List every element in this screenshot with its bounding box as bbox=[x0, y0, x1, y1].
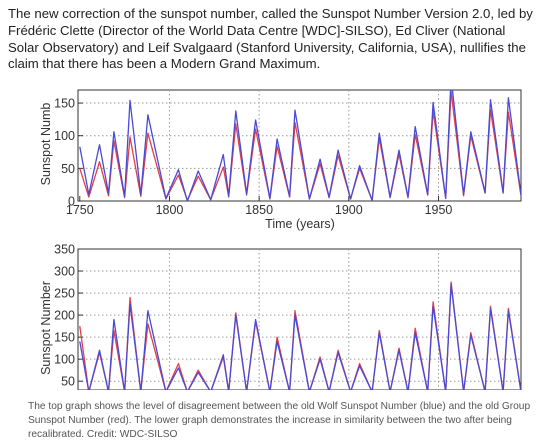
y-tick-label: 150 bbox=[54, 97, 75, 111]
top-chart-frame bbox=[77, 89, 522, 202]
y-tick-label: 150 bbox=[54, 331, 75, 345]
y-tick-label: 50 bbox=[61, 375, 75, 389]
x-tick-label: 1800 bbox=[156, 203, 184, 217]
top-chart-x-axis-label: Time (years) bbox=[265, 217, 335, 231]
y-tick-label: 200 bbox=[54, 309, 75, 323]
y-tick-label: 250 bbox=[54, 287, 75, 301]
series-line-blue bbox=[79, 90, 521, 201]
top-chart-y-axis-label: Sunspot Numb bbox=[39, 103, 53, 186]
bottom-chart-y-ticks: 50 100 150 200 250 300 350 bbox=[54, 243, 83, 389]
y-tick-label: 100 bbox=[54, 353, 75, 367]
bottom-chart-series bbox=[79, 281, 521, 390]
bottom-chart-y-axis-label: Sunspot Number bbox=[39, 281, 53, 375]
top-chart-x-ticks: 1750 1800 1850 1900 1950 bbox=[66, 196, 453, 217]
y-tick-label: 350 bbox=[54, 243, 75, 257]
x-tick-label: 1950 bbox=[425, 203, 453, 217]
top-chart: 0 50 100 150 1750 1800 1850 1900 1950 Time (yea… bbox=[39, 89, 522, 231]
bottom-chart-frame bbox=[77, 248, 522, 390]
series-line-blue bbox=[79, 283, 521, 390]
x-tick-label: 1850 bbox=[245, 203, 273, 217]
y-tick-label: 300 bbox=[54, 265, 75, 279]
y-tick-label: 100 bbox=[54, 129, 75, 143]
sunspot-figure: 0 50 100 150 1750 1800 1850 1900 1950 Time (yea… bbox=[39, 89, 522, 390]
x-tick-label: 1750 bbox=[66, 203, 94, 217]
intro-paragraph: The new correction of the sunspot number… bbox=[8, 6, 533, 72]
top-chart-y-ticks: 0 50 100 150 bbox=[54, 97, 83, 209]
y-tick-label: 50 bbox=[61, 162, 75, 176]
y-tick-label: 0 bbox=[68, 195, 75, 209]
figure-caption: The top graph shows the level of disagre… bbox=[28, 401, 531, 441]
top-chart-series bbox=[79, 90, 521, 201]
bottom-chart: 50 100 150 200 250 300 350 Sunspot Number bbox=[39, 243, 522, 390]
x-tick-label: 1900 bbox=[335, 203, 363, 217]
